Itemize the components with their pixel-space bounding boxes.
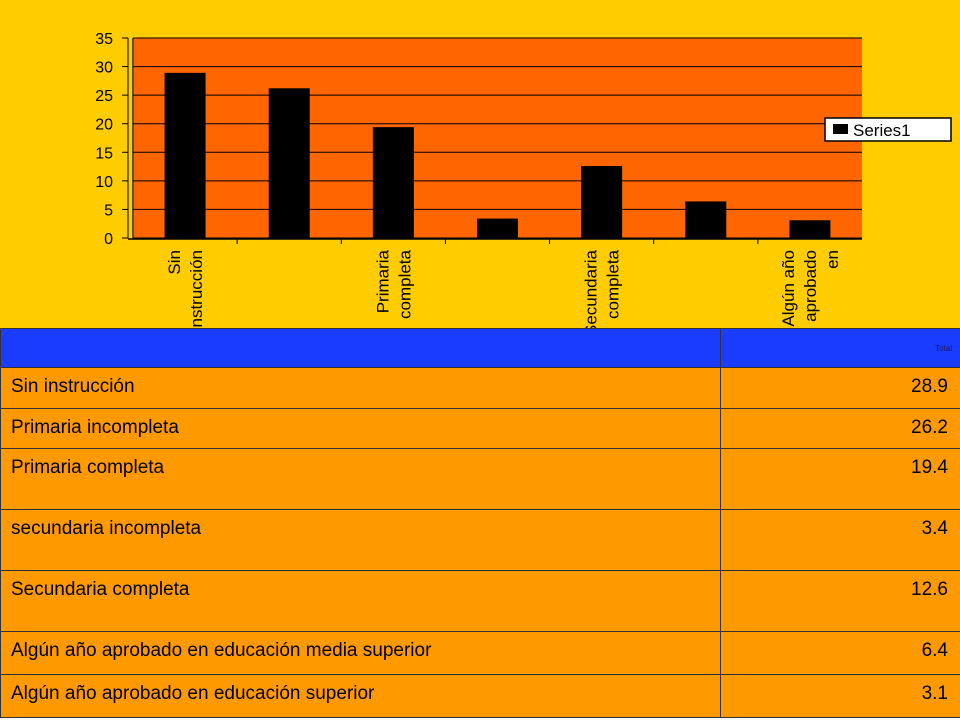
y-tick-label: 30: [95, 60, 113, 77]
row-label: Primaria completa: [0, 448, 721, 510]
plot-area: [133, 38, 862, 238]
y-tick-label: 10: [95, 174, 113, 191]
x-tick-label: Sin: [165, 250, 184, 275]
x-tick-label: en: [823, 250, 842, 269]
y-tick-label: 25: [95, 88, 113, 105]
data-table: Total Sin instrucción 28.9 Primaria inco…: [0, 328, 960, 718]
table-row: Sin instrucción 28.9: [0, 367, 960, 409]
x-tick-label: Primaria: [373, 249, 392, 313]
y-tick-label: 0: [104, 231, 113, 248]
x-tick-label: completa: [395, 249, 414, 319]
y-tick-label: 35: [95, 31, 113, 48]
row-label: Algún año aprobado en educación superior: [0, 674, 721, 718]
row-label: Sin instrucción: [0, 367, 721, 409]
bar: [685, 201, 727, 238]
y-tick-label: 5: [104, 202, 113, 219]
table-row: Primaria completa 19.4: [0, 448, 960, 510]
row-label: secundaria incompleta: [0, 509, 721, 571]
x-tick-label: Secundaria: [582, 249, 601, 328]
legend-swatch: [833, 124, 848, 134]
bar: [164, 72, 206, 238]
bar: [268, 88, 310, 239]
row-value: 3.4: [720, 509, 960, 571]
row-value: 19.4: [720, 448, 960, 510]
y-tick-label: 20: [95, 117, 113, 134]
table-row: Algún año aprobado en educación superior…: [0, 674, 960, 718]
table-row: Secundaria completa 12.6: [0, 570, 960, 632]
legend-box: [824, 117, 952, 142]
header-total-cell: Total: [720, 328, 960, 368]
row-label: Algún año aprobado en educación media su…: [0, 631, 721, 675]
bar: [477, 218, 518, 238]
table-row: Algún año aprobado en educación media su…: [0, 631, 960, 675]
row-value: 3.1: [720, 674, 960, 718]
bar: [581, 166, 623, 238]
chart-panel: 0 5 10 15 20 25 30 35 Sin instrucción Primaria comp…: [0, 0, 960, 328]
x-tick-label: aprobado: [801, 250, 820, 322]
row-value: 6.4: [720, 631, 960, 675]
row-label: Secundaria completa: [0, 570, 721, 632]
bar: [789, 220, 831, 238]
bar: [372, 127, 414, 238]
table-row: secundaria incompleta 3.4: [0, 509, 960, 571]
header-label-cell: [0, 328, 721, 368]
x-tick-label: completa: [604, 249, 623, 319]
x-tick-label: Algún año: [779, 250, 798, 327]
row-value: 12.6: [720, 570, 960, 632]
row-label: Primaria incompleta: [0, 408, 721, 449]
table-row: Primaria incompleta 26.2: [0, 408, 960, 449]
row-value: 26.2: [720, 408, 960, 449]
y-tick-label: 15: [95, 145, 113, 162]
table-header-row: Total: [0, 328, 960, 368]
x-tick-label: instrucción: [187, 250, 206, 328]
legend-label: Series1: [853, 121, 911, 140]
row-value: 28.9: [720, 367, 960, 409]
